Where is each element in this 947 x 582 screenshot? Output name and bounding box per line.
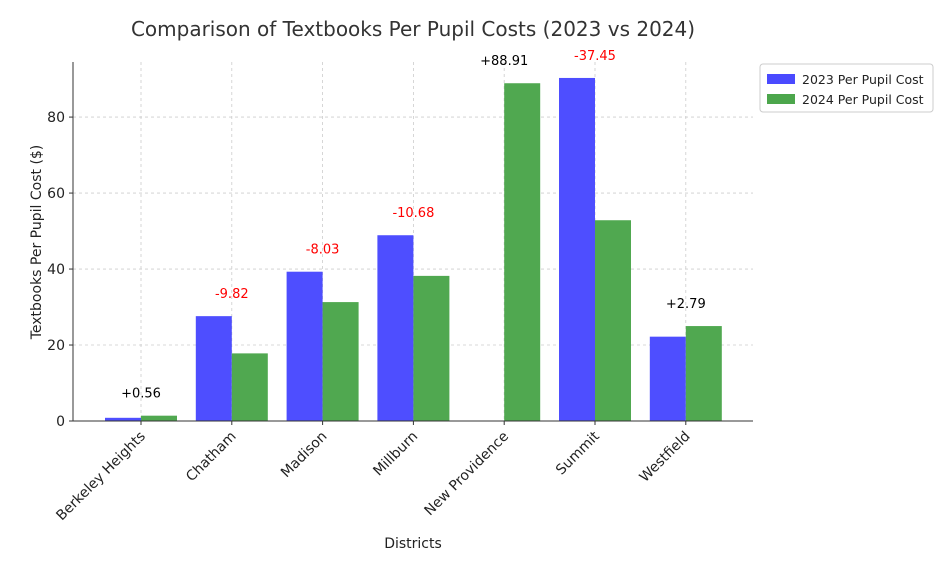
bars (105, 77, 722, 421)
y-tick-label: 80 (47, 110, 65, 126)
bar-2023 (377, 235, 414, 421)
difference-label: +88.91 (480, 54, 528, 69)
legend-label: 2024 Per Pupil Cost (802, 92, 924, 107)
y-axis-label: Textbooks Per Pupil Cost ($) (29, 145, 45, 341)
y-tick-label: 0 (56, 414, 65, 430)
bar-2024 (595, 220, 631, 421)
bar-2023 (559, 77, 595, 421)
legend-swatch (767, 94, 795, 104)
y-tick-label: 20 (47, 338, 65, 354)
y-tick-label: 40 (47, 262, 65, 278)
legend-label: 2023 Per Pupil Cost (802, 72, 924, 87)
y-tick-label: 60 (47, 186, 65, 202)
legend-swatch (767, 74, 795, 84)
x-tick-label: Berkeley Heights (53, 429, 148, 524)
bar-2024 (685, 326, 722, 421)
legend: 2023 Per Pupil Cost 2024 Per Pupil Cost (759, 63, 934, 113)
x-tick-label: Madison (278, 429, 330, 481)
difference-label: +2.79 (666, 297, 706, 312)
chart-title: Comparison of Textbooks Per Pupil Costs … (131, 17, 695, 41)
legend-box (759, 63, 934, 113)
x-tick-label: New Providence (421, 429, 512, 520)
x-tick-label: Westfield (637, 429, 694, 486)
x-tick-label: Chatham (183, 429, 239, 485)
difference-label: -37.45 (574, 49, 616, 64)
x-axis-label: Districts (384, 536, 442, 552)
x-tick-label: Millburn (370, 429, 421, 480)
bar-2024 (231, 353, 268, 421)
x-tick-label: Summit (553, 428, 603, 478)
bar-2023 (649, 336, 686, 421)
difference-label: -10.68 (392, 206, 434, 221)
bar-2023 (286, 271, 323, 421)
difference-label: +0.56 (121, 387, 161, 402)
bar-2024 (413, 275, 450, 421)
annotations: +0.56 -9.82 -8.03 -10.68 +88.91 -37.45 +2.79 (121, 49, 706, 402)
bar-2024 (504, 83, 541, 421)
bar-2024 (141, 415, 177, 421)
bar-2024 (322, 302, 359, 421)
difference-label: -8.03 (306, 243, 340, 258)
bar-2023 (105, 417, 141, 421)
bar-2023 (195, 316, 232, 421)
difference-label: -9.82 (215, 287, 249, 302)
